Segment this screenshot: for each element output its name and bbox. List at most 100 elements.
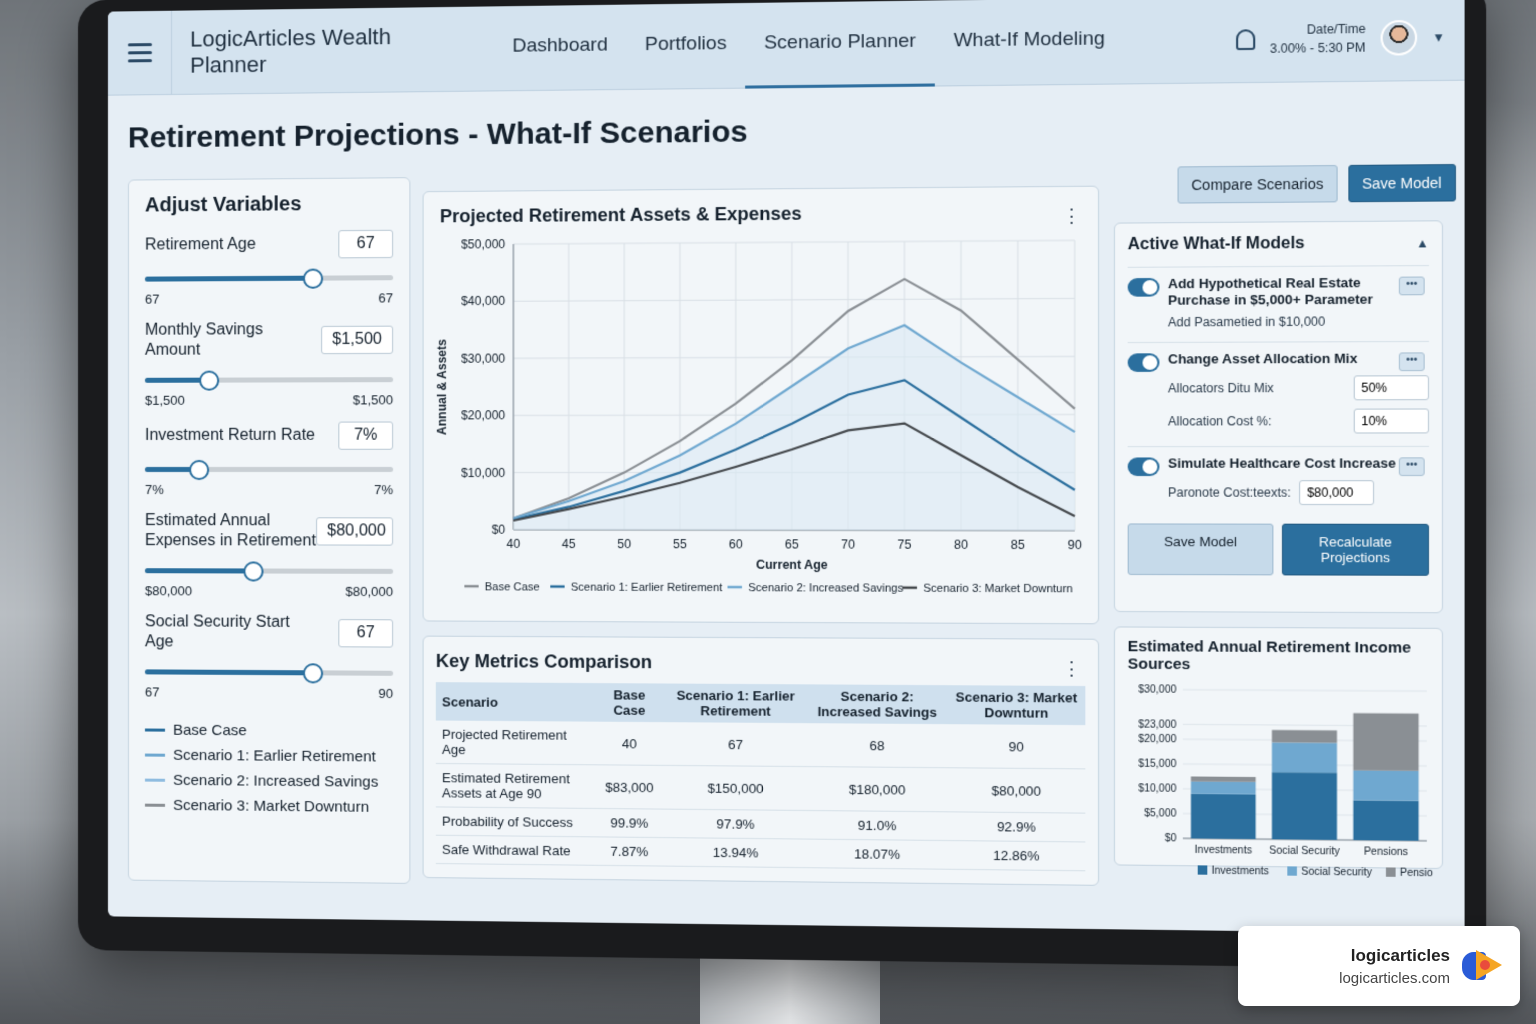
x-tick-label: 65	[785, 537, 799, 551]
model-toggle[interactable]	[1127, 277, 1160, 297]
variable-value-input[interactable]: $1,500	[321, 325, 394, 355]
tab-scenario-planner[interactable]: Scenario Planner	[745, 0, 935, 89]
variable-row: Social Security Start Age 67 67 90	[144, 612, 394, 701]
variable-head: Monthly Savings Amount $1,500	[145, 320, 394, 361]
legend-swatch	[144, 753, 166, 757]
bar-segment	[1190, 776, 1256, 782]
menu-icon[interactable]	[107, 10, 173, 96]
what-if-actions: Save Model Recalculate Projections	[1127, 523, 1429, 576]
variable-slider[interactable]	[144, 561, 394, 582]
variable-value-input[interactable]: 7%	[338, 421, 394, 450]
what-if-title: Active What-If Models	[1127, 234, 1305, 254]
save-model-button[interactable]: Save Model	[1127, 523, 1274, 576]
what-if-model-allocation: Change Asset Allocation Mix ••• Allocato…	[1127, 340, 1429, 434]
variable-head: Estimated Annual Expenses in Retirement $…	[144, 511, 394, 552]
tab-dashboard[interactable]: Dashboard	[512, 34, 608, 57]
more-options-icon[interactable]: ⋮	[1062, 205, 1082, 227]
adjust-variables-title: Adjust Variables	[144, 193, 302, 217]
brand-badge[interactable]: logicarticles logicarticles.com	[1238, 926, 1520, 1006]
model-options-button[interactable]: •••	[1398, 276, 1425, 296]
variable-slider[interactable]	[144, 370, 394, 391]
model-name: Simulate Healthcare Cost Increase	[1167, 455, 1396, 471]
slider-max: 7%	[374, 482, 394, 498]
x-tick-label: 90	[1068, 538, 1082, 552]
x-tick-label: 55	[673, 537, 687, 551]
model-toggle[interactable]	[1127, 353, 1160, 372]
header-right: Date/Time 3.00% - 5:30 PM ▼	[1235, 18, 1465, 58]
bell-icon[interactable]	[1235, 28, 1255, 50]
x-tick-label: 50	[617, 537, 631, 551]
slider-fill	[144, 568, 254, 574]
datetime: Date/Time 3.00% - 5:30 PM	[1270, 19, 1366, 57]
slider-min: 67	[144, 684, 160, 700]
tab-portfolios[interactable]: Portfolios	[644, 32, 727, 56]
variable-value-input[interactable]: 67	[338, 229, 394, 259]
allocation-mix-input[interactable]	[1353, 375, 1429, 401]
legend-swatch	[144, 728, 166, 732]
brand-url: logicarticles.com	[1339, 969, 1450, 987]
table-row: Safe Withdrawal Rate 7.87% 13.94% 18.07% 12.…	[435, 835, 1086, 871]
allocation-cost-input[interactable]	[1353, 408, 1429, 434]
bar-segment	[1353, 800, 1419, 841]
slider-handle[interactable]	[199, 370, 220, 391]
legend-item: Scenario 3: Market Downturn	[144, 797, 393, 816]
metric-value-cell: 18.07%	[806, 839, 948, 870]
slider-fill	[144, 275, 314, 282]
more-options-icon[interactable]: ⋮	[1062, 658, 1082, 679]
model-toggle[interactable]	[1127, 457, 1160, 477]
legend-label: Scenario 2: Increased Savings	[173, 771, 379, 791]
key-metrics-panel: Key Metrics Comparison ⋮ Scenario Base C…	[422, 635, 1100, 886]
slider-handle[interactable]	[189, 459, 210, 481]
healthcare-cost-input[interactable]	[1299, 480, 1375, 506]
y-axis-label: Annual & Assets	[435, 339, 449, 435]
variable-slider[interactable]	[144, 459, 394, 481]
variable-label: Estimated Annual Expenses in Retirement	[144, 512, 316, 550]
avatar[interactable]	[1380, 19, 1418, 56]
tab-what-if-modeling[interactable]: What-If Modeling	[953, 28, 1105, 52]
slider-range: $1,500 $1,500	[145, 392, 393, 408]
x-tick-label: 40	[507, 537, 521, 551]
model-name: Change Asset Allocation Mix	[1167, 350, 1358, 367]
variable-value-input[interactable]: $80,000	[316, 517, 394, 546]
column-header: Scenario	[435, 682, 595, 722]
compare-scenarios-button[interactable]: Compare Scenarios	[1177, 165, 1338, 204]
metric-value-cell: 12.86%	[947, 840, 1086, 871]
x-axis-label: Current Age	[756, 558, 828, 572]
projection-chart-title: Projected Retirement Assets & Expenses	[439, 203, 802, 227]
slider-fill	[144, 669, 314, 676]
x-tick-label: 70	[841, 537, 855, 551]
metric-value-cell: 13.94%	[664, 837, 807, 868]
y-tick-label: $5,000	[1144, 808, 1177, 820]
param-row: Paronote Cost:teexts:	[1168, 480, 1429, 506]
legend-label: Scenario 1: Earlier Retirement	[173, 746, 376, 766]
variable-head: Social Security Start Age 67	[145, 612, 394, 653]
top-bar: LogicArticles Wealth Planner Dashboard P…	[107, 0, 1465, 96]
main-nav: Dashboard Portfolios Scenario Planner Wh…	[494, 0, 1124, 91]
chevron-down-icon[interactable]: ▼	[1432, 29, 1446, 45]
model-options-button[interactable]: •••	[1398, 352, 1425, 372]
collapse-icon[interactable]: ▲	[1416, 235, 1429, 251]
slider-handle[interactable]	[243, 561, 264, 582]
legend-label: Scenario 1: Earlier Retirement	[571, 581, 723, 594]
income-bar-chart: $0 $5,000 $10,000 $15,000 $20,000 $23,000 $30,…	[1138, 684, 1444, 879]
metric-value-cell: $83,000	[594, 764, 665, 810]
legend-swatch	[1287, 866, 1297, 876]
top-actions: Compare Scenarios Save Model	[1177, 163, 1456, 204]
projection-chart-panel: Projected Retirement Assets & Expenses ⋮…	[422, 185, 1100, 625]
legend-label: Social Security	[1301, 866, 1372, 878]
legend-label: Scenario 2: Increased Savings	[748, 582, 904, 595]
slider-handle[interactable]	[303, 268, 324, 289]
recalculate-projections-button[interactable]: Recalculate Projections	[1281, 523, 1429, 576]
model-options-button[interactable]: •••	[1398, 457, 1425, 477]
y-tick-label: $30,000	[1138, 684, 1177, 696]
save-model-button[interactable]: Save Model	[1348, 163, 1456, 203]
slider-range: 67 67	[145, 290, 393, 306]
active-what-if-panel: Active What-If Models ▲ Add Hypothetical…	[1113, 220, 1444, 614]
monitor: LogicArticles Wealth Planner Dashboard P…	[78, 0, 1487, 970]
variable-slider[interactable]	[144, 268, 394, 289]
variable-value-input[interactable]: 67	[338, 619, 394, 648]
variable-row: Retirement Age 67 67 67	[144, 229, 394, 307]
variable-slider[interactable]	[144, 662, 394, 684]
slider-handle[interactable]	[303, 663, 324, 684]
y-tick-label: $10,000	[1138, 783, 1177, 795]
